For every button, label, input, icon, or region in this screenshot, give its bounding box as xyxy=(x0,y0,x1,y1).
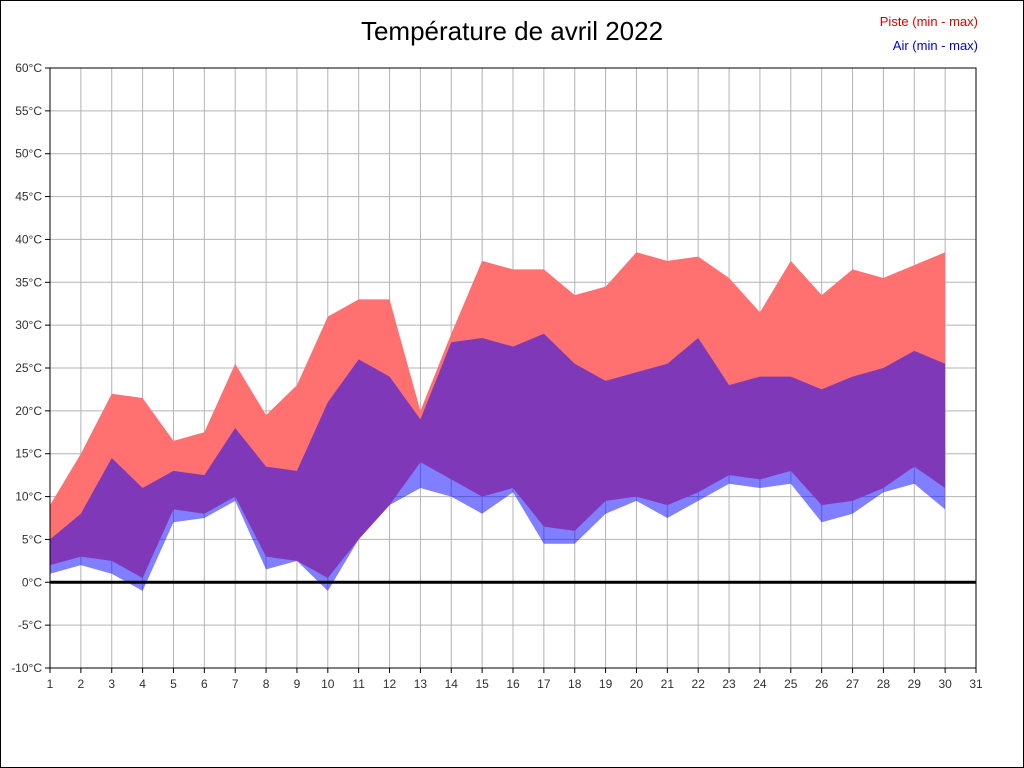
chart-title: Température de avril 2022 xyxy=(360,16,664,46)
air-band xyxy=(50,333,946,591)
x-tick-label: 14 xyxy=(445,677,459,691)
x-tick-label: 10 xyxy=(321,677,335,691)
x-tick-label: 20 xyxy=(630,677,644,691)
x-tick-label: 28 xyxy=(877,677,891,691)
y-tick-label: 40°C xyxy=(15,232,42,246)
x-tick-label: 8 xyxy=(263,677,270,691)
y-tick-label: 50°C xyxy=(15,147,42,161)
x-tick-label: 31 xyxy=(969,677,983,691)
y-tick-label: 5°C xyxy=(22,532,42,546)
x-tick-label: 30 xyxy=(938,677,952,691)
x-tick-label: 21 xyxy=(661,677,675,691)
y-tick-label: -10°C xyxy=(11,661,42,675)
x-tick-label: 27 xyxy=(846,677,860,691)
x-tick-label: 17 xyxy=(537,677,551,691)
x-tick-label: 22 xyxy=(692,677,706,691)
y-tick-label: 30°C xyxy=(15,318,42,332)
x-tick-label: 4 xyxy=(139,677,146,691)
x-tick-label: 18 xyxy=(568,677,582,691)
x-tick-label: 12 xyxy=(383,677,397,691)
y-tick-label: 25°C xyxy=(15,361,42,375)
x-tick-label: 11 xyxy=(352,677,365,691)
legend-air-label: Air (min - max) xyxy=(892,38,978,53)
x-tick-label: 7 xyxy=(232,677,239,691)
y-tick-label: 35°C xyxy=(15,275,42,289)
y-tick-label: 45°C xyxy=(15,190,42,204)
y-tick-label: 0°C xyxy=(22,575,42,589)
x-tick-label: 13 xyxy=(414,677,428,691)
legend: Piste (min - max) Air (min - max) xyxy=(880,10,978,58)
y-tick-label: 55°C xyxy=(15,104,42,118)
x-tick-label: 24 xyxy=(753,677,767,691)
x-tick-label: 1 xyxy=(47,677,54,691)
legend-piste-label: Piste (min - max) xyxy=(879,14,978,29)
y-tick-label: 60°C xyxy=(15,61,42,75)
x-tick-label: 26 xyxy=(815,677,829,691)
x-tick-label: 6 xyxy=(201,677,208,691)
y-tick-label: 20°C xyxy=(15,404,42,418)
x-tick-label: 19 xyxy=(599,677,613,691)
y-tick-label: -5°C xyxy=(18,618,42,632)
y-tick-label: 15°C xyxy=(15,447,42,461)
x-tick-label: 29 xyxy=(908,677,922,691)
axis-labels: -10°C -5°C 0°C 5°C 10°C 15°C 20°C 25°C 30°C 35°C 4… xyxy=(11,61,983,691)
x-tick-label: 5 xyxy=(170,677,177,691)
x-tick-label: 9 xyxy=(294,677,301,691)
x-tick-label: 2 xyxy=(78,677,85,691)
x-tick-label: 3 xyxy=(108,677,115,691)
x-tick-label: 15 xyxy=(475,677,489,691)
y-tick-label: 10°C xyxy=(15,490,42,504)
x-tick-label: 25 xyxy=(784,677,798,691)
x-tick-label: 23 xyxy=(722,677,736,691)
x-tick-label: 16 xyxy=(506,677,520,691)
